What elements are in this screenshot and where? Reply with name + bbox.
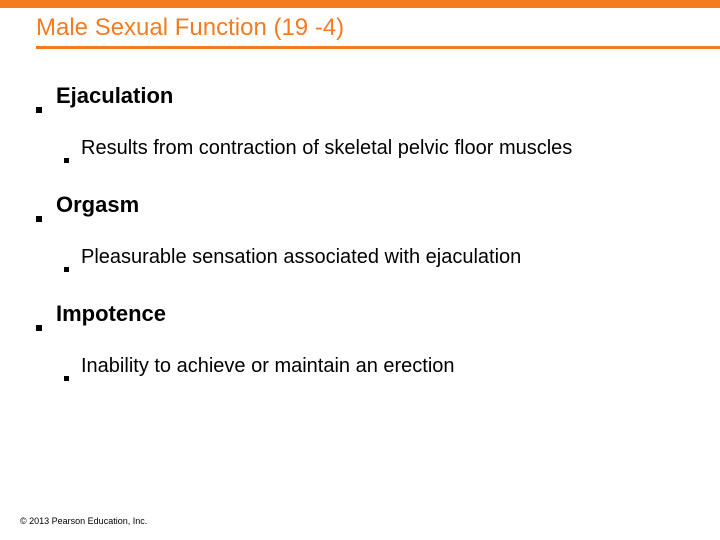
bullet-level1: Impotence bbox=[36, 301, 684, 327]
bullet-level2: Pleasurable sensation associated with ej… bbox=[64, 246, 684, 269]
bullet-text: Inability to achieve or maintain an erec… bbox=[81, 355, 455, 378]
top-accent-bar bbox=[0, 0, 720, 8]
bullet-text: Pleasurable sensation associated with ej… bbox=[81, 246, 521, 269]
bullet-text: Results from contraction of skeletal pel… bbox=[81, 137, 572, 160]
copyright-footer: © 2013 Pearson Education, Inc. bbox=[20, 516, 147, 526]
bullet-dot bbox=[36, 325, 42, 331]
bullet-level1: Ejaculation bbox=[36, 83, 684, 109]
bullet-dot bbox=[36, 107, 42, 113]
bullet-text: Orgasm bbox=[56, 192, 139, 218]
bullet-dot bbox=[64, 376, 69, 381]
bullet-dot bbox=[64, 158, 69, 163]
bullet-level2: Inability to achieve or maintain an erec… bbox=[64, 355, 684, 378]
bullet-dot bbox=[64, 267, 69, 272]
slide-title: Male Sexual Function (19 -4) bbox=[36, 14, 720, 42]
title-underline bbox=[36, 46, 720, 49]
content-area: Ejaculation Results from contraction of … bbox=[0, 55, 720, 378]
bullet-text: Ejaculation bbox=[56, 83, 173, 109]
title-region: Male Sexual Function (19 -4) bbox=[0, 8, 720, 55]
bullet-level1: Orgasm bbox=[36, 192, 684, 218]
bullet-dot bbox=[36, 216, 42, 222]
bullet-text: Impotence bbox=[56, 301, 166, 327]
bullet-level2: Results from contraction of skeletal pel… bbox=[64, 137, 684, 160]
